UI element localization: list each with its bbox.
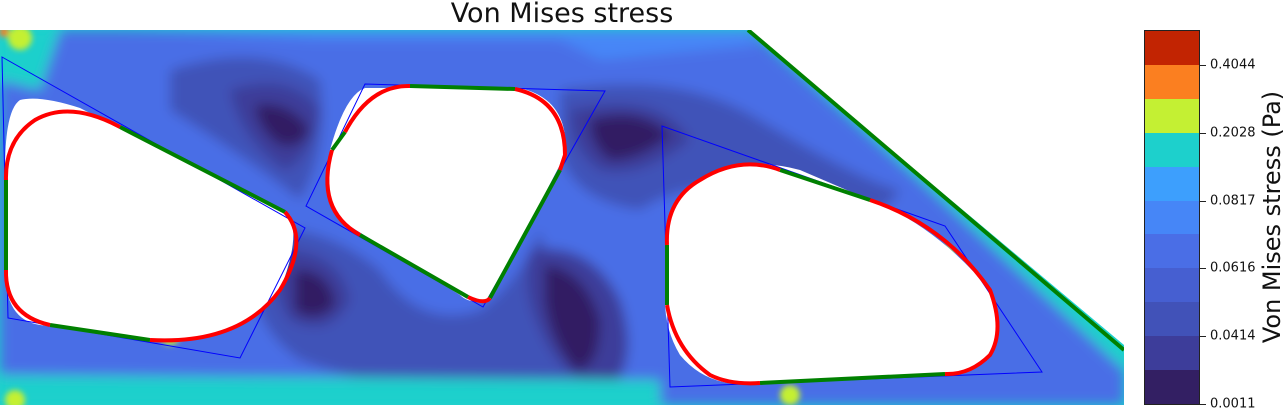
contour-region: [0, 30, 760, 60]
boundary-segment: [330, 130, 347, 152]
colorbar-band: [1145, 369, 1199, 404]
boundary-segment: [779, 168, 871, 202]
colorbar-tick: [1200, 200, 1206, 202]
colorbar-tick: [1200, 268, 1206, 270]
colorbar-tick: [1200, 336, 1206, 338]
boundary-segment: [759, 372, 946, 385]
stress-field-plot: [0, 30, 1124, 405]
contour-region: [295, 270, 335, 317]
hole-1: [5, 98, 294, 341]
chart-title: Von Mises stress: [450, 0, 674, 29]
colorbar-label: Von Mises stress (Pa): [1258, 90, 1286, 344]
colorbar-tick-label: 0.2028: [1210, 125, 1256, 141]
colorbar-band: [1145, 64, 1199, 99]
boundary-curve: [3, 109, 121, 181]
stress-field-svg: [0, 30, 1124, 405]
boundary-curve: [869, 198, 1000, 377]
colorbar-tick-label: 0.4044: [1210, 57, 1256, 73]
colorbar-band: [1145, 301, 1199, 337]
colorbar: [1144, 30, 1200, 405]
boundary-curve: [149, 210, 299, 343]
colorbar-tick-label: 0.0414: [1210, 328, 1256, 344]
colorbar-band: [1145, 98, 1199, 133]
colorbar-band: [1145, 132, 1199, 167]
contour-region: [8, 30, 32, 50]
boundary-curve: [467, 295, 492, 304]
colorbar-tick: [1200, 132, 1206, 134]
colorbar-band: [1145, 200, 1199, 235]
control-polygon: [305, 83, 606, 308]
boundary-curve: [664, 162, 781, 246]
colorbar-tick-label: 0.0817: [1210, 193, 1256, 209]
curved-boundaries: [3, 83, 1000, 386]
boundary-segment: [119, 125, 286, 214]
colorbar-band: [1145, 267, 1199, 303]
colorbar-band: [1145, 335, 1199, 371]
contour-region: [5, 390, 25, 405]
boundary-curve: [343, 83, 411, 133]
boundary-curve: [325, 149, 361, 237]
boundary-segment: [488, 169, 562, 299]
boundary-segment: [746, 30, 1124, 352]
boundary-curve: [665, 304, 761, 386]
contour-region: [0, 30, 9, 37]
contour-region: [0, 375, 660, 405]
boundary-curve: [3, 269, 51, 327]
colorbar-band: [1145, 233, 1199, 269]
contour-region: [590, 115, 670, 160]
colorbar-tick-label: 0.0616: [1210, 260, 1256, 276]
contour-region: [255, 104, 310, 146]
colorbar-tick-label: 0.0011: [1210, 396, 1256, 412]
boundary-segment: [49, 323, 151, 342]
contour-region: [780, 385, 800, 405]
colorbar-tick: [1200, 64, 1206, 66]
colorbar-band: [1145, 30, 1199, 65]
hole-3: [665, 164, 998, 385]
boundary-segment: [359, 233, 469, 299]
colorbar-band: [1145, 166, 1199, 201]
boundary-segment: [409, 84, 516, 91]
straight-boundaries: [4, 30, 1124, 385]
contour-region: [545, 265, 600, 370]
colorbar-tick: [1200, 404, 1206, 405]
boundary-curve: [514, 87, 568, 171]
